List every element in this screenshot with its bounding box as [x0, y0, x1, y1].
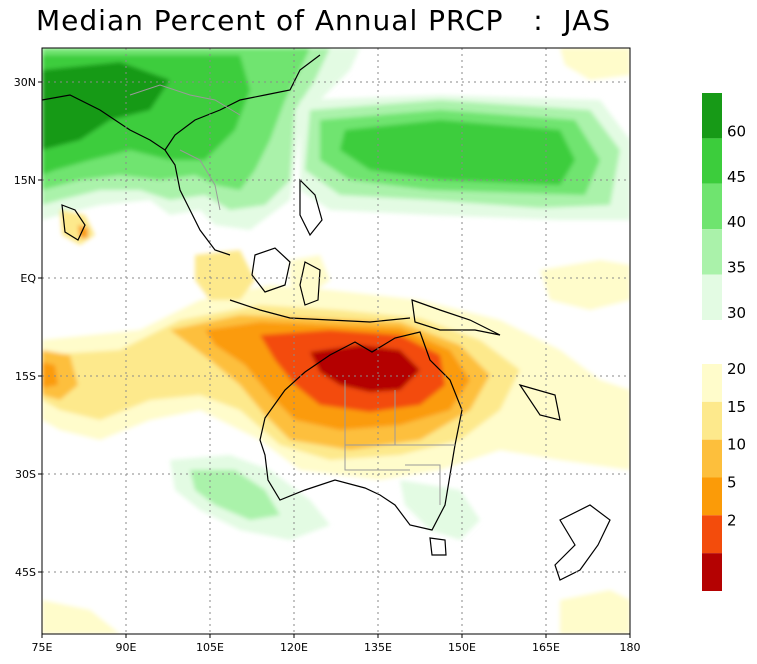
map-frame	[41, 47, 631, 635]
lat-tick-label: EQ	[20, 272, 36, 285]
colorbar-label-lower: 20	[727, 360, 746, 378]
colorbar-swatch-lower	[702, 515, 722, 554]
colorbar-label-lower: 2	[727, 511, 737, 529]
lat-lon-gridlines	[42, 48, 630, 634]
colorbar-swatch-lower	[702, 439, 722, 478]
colorbar-label-lower: 15	[727, 398, 746, 416]
lat-tick-label: 15S	[15, 370, 36, 383]
lon-tick-label: 75E	[32, 641, 53, 654]
lon-tick-label: 120E	[280, 641, 308, 654]
colorbar-label-upper: 40	[727, 213, 746, 231]
colorbar-swatch-upper	[702, 93, 722, 139]
lat-tick-label: 30S	[15, 468, 36, 481]
lon-tick-label: 180	[620, 641, 641, 654]
colorbar-swatch-lower	[702, 477, 722, 516]
lon-tick-label: 165E	[532, 641, 560, 654]
colorbar-label-upper: 60	[727, 122, 746, 140]
colorbar-swatch-upper	[702, 274, 722, 320]
longitude-axis: 75E 90E 105E 120E 135E 150E 165E 180	[32, 634, 641, 654]
lon-tick-label: 150E	[448, 641, 476, 654]
colorbar: 60 45 40 35 30 20 15 10 5 2	[702, 93, 746, 591]
colorbar-swatch-lower	[702, 401, 722, 440]
colorbar-label-upper: 45	[727, 168, 746, 186]
country-borders	[129, 84, 455, 505]
lon-tick-label: 135E	[364, 641, 392, 654]
colorbar-swatch-upper	[702, 183, 722, 230]
colorbar-label-upper: 30	[727, 304, 746, 322]
colorbar-swatch-upper	[702, 229, 722, 275]
map-plot-area	[42, 48, 630, 634]
colorbar-label-lower: 10	[727, 436, 746, 454]
coastlines	[42, 54, 611, 581]
lon-tick-label: 90E	[116, 641, 137, 654]
colorbar-swatch-lower	[702, 553, 722, 591]
lat-tick-label: 30N	[14, 76, 36, 89]
lat-tick-label: 15N	[14, 174, 36, 187]
dry-contours	[42, 48, 630, 634]
colorbar-swatch-lower	[702, 364, 722, 402]
lon-tick-label: 105E	[196, 641, 224, 654]
green-contours	[42, 48, 630, 540]
colorbar-swatch-upper	[702, 138, 722, 184]
colorbar-label-lower: 5	[727, 474, 737, 492]
colorbar-label-upper: 35	[727, 259, 746, 277]
lat-tick-label: 45S	[15, 566, 36, 579]
map-title: Median Percent of Annual PRCP : JAS	[36, 4, 612, 37]
latitude-axis: 30N 15N EQ 15S 30S 45S	[14, 76, 42, 579]
